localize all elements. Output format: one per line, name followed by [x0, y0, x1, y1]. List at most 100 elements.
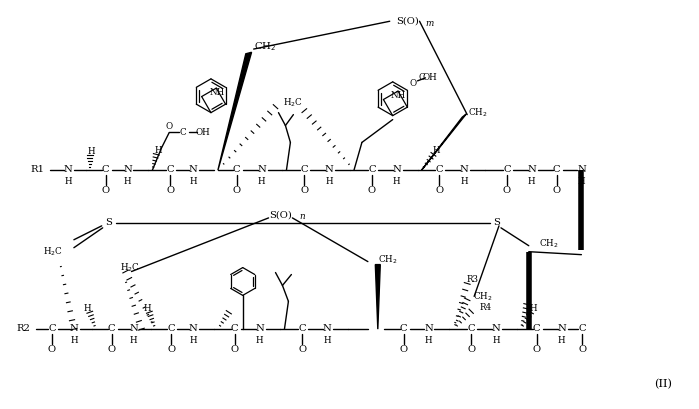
Text: N: N	[123, 165, 132, 174]
Polygon shape	[421, 114, 466, 170]
Text: OH: OH	[422, 73, 437, 82]
Text: CH$_2$: CH$_2$	[254, 40, 276, 54]
Text: H: H	[189, 335, 197, 344]
Text: H: H	[143, 304, 151, 313]
Text: O: O	[368, 186, 376, 195]
Polygon shape	[218, 52, 252, 170]
Text: C: C	[503, 165, 511, 174]
Text: H: H	[558, 335, 565, 344]
Text: C: C	[400, 324, 408, 333]
Polygon shape	[375, 265, 380, 329]
Text: C: C	[166, 165, 174, 174]
Text: O: O	[166, 186, 174, 195]
Text: O: O	[108, 344, 116, 353]
Text: H: H	[88, 147, 96, 156]
Text: (II): (II)	[654, 379, 672, 389]
Text: H: H	[130, 335, 137, 344]
Text: O: O	[167, 344, 175, 353]
Text: O: O	[298, 344, 306, 353]
Text: N: N	[491, 324, 500, 333]
Text: S: S	[493, 218, 500, 227]
Text: N: N	[129, 324, 138, 333]
Text: H$_2$C: H$_2$C	[284, 97, 303, 109]
Text: N: N	[323, 324, 331, 333]
Text: NH: NH	[391, 91, 406, 100]
Text: CH$_2$: CH$_2$	[377, 253, 398, 266]
Text: C: C	[579, 324, 586, 333]
Text: O: O	[301, 186, 308, 195]
Text: C: C	[231, 324, 238, 333]
Text: O: O	[578, 344, 586, 353]
Text: C: C	[368, 165, 375, 174]
Text: N: N	[257, 165, 266, 174]
Text: R2: R2	[16, 324, 30, 333]
Text: C: C	[48, 324, 56, 333]
Text: H: H	[425, 335, 432, 344]
Text: OH: OH	[196, 128, 210, 137]
Text: C: C	[468, 324, 475, 333]
Text: C: C	[108, 324, 115, 333]
Text: R3: R3	[466, 275, 478, 284]
Text: C: C	[435, 165, 443, 174]
Text: O: O	[48, 344, 56, 353]
Text: H: H	[324, 335, 331, 344]
Text: O: O	[231, 344, 239, 353]
Text: O: O	[467, 344, 475, 353]
Text: CH$_2$: CH$_2$	[539, 238, 559, 250]
Text: H$_2$C: H$_2$C	[120, 261, 140, 274]
Text: O: O	[410, 79, 417, 88]
Text: C: C	[533, 324, 540, 333]
Text: C: C	[167, 324, 175, 333]
Text: H: H	[530, 304, 538, 313]
Text: CH$_2$: CH$_2$	[468, 106, 488, 119]
Text: C: C	[298, 324, 306, 333]
Text: N: N	[557, 324, 566, 333]
Text: C: C	[418, 73, 425, 82]
Text: H: H	[70, 335, 78, 344]
Text: CH$_2$: CH$_2$	[473, 290, 493, 303]
Text: H$_2$C: H$_2$C	[43, 245, 63, 258]
Text: S(O): S(O)	[269, 210, 292, 220]
Text: N: N	[527, 165, 536, 174]
Text: H: H	[393, 177, 401, 186]
Text: O: O	[552, 186, 561, 195]
Text: H: H	[492, 335, 500, 344]
Text: H: H	[461, 177, 468, 186]
Text: H: H	[256, 335, 264, 344]
Text: H: H	[124, 177, 131, 186]
Text: H: H	[84, 304, 92, 313]
Text: C: C	[102, 165, 110, 174]
Text: C: C	[233, 165, 240, 174]
Text: N: N	[460, 165, 468, 174]
Text: O: O	[533, 344, 541, 353]
Text: H: H	[433, 146, 440, 155]
Text: H: H	[577, 177, 585, 186]
Text: N: N	[392, 165, 401, 174]
Text: O: O	[503, 186, 511, 195]
Text: N: N	[255, 324, 264, 333]
Text: R1: R1	[30, 165, 44, 174]
Text: C: C	[180, 128, 187, 137]
Text: R4: R4	[479, 303, 491, 312]
Text: H: H	[325, 177, 333, 186]
Text: H: H	[189, 177, 197, 186]
Text: S(O): S(O)	[396, 17, 419, 26]
Text: H: H	[154, 146, 162, 155]
Text: N: N	[189, 324, 197, 333]
Text: O: O	[435, 186, 443, 195]
Text: O: O	[233, 186, 241, 195]
Text: S: S	[106, 218, 112, 227]
Text: O: O	[400, 344, 408, 353]
Text: O: O	[166, 122, 173, 131]
Text: N: N	[577, 165, 586, 174]
Text: N: N	[325, 165, 333, 174]
Text: C: C	[553, 165, 561, 174]
Text: H: H	[64, 177, 72, 186]
Text: N: N	[424, 324, 433, 333]
Text: NH: NH	[209, 88, 224, 97]
Text: N: N	[64, 165, 72, 174]
Text: m: m	[425, 19, 433, 28]
Text: N: N	[69, 324, 78, 333]
Text: O: O	[101, 186, 110, 195]
Text: H: H	[528, 177, 535, 186]
